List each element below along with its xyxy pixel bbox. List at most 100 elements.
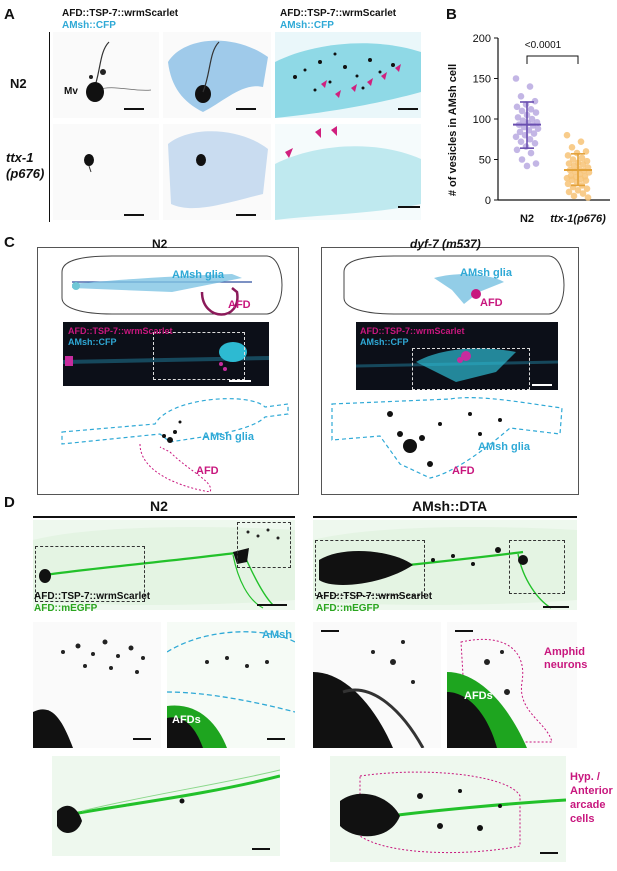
data-point xyxy=(584,194,592,201)
data-point xyxy=(565,160,573,167)
scale-bar xyxy=(398,108,418,110)
d-afds-label-right: AFDs xyxy=(464,690,493,702)
data-point xyxy=(563,174,571,182)
data-point xyxy=(574,186,582,194)
panel-a-row-n2-label: N2 xyxy=(10,76,27,91)
dta-overview-drawing xyxy=(313,527,577,609)
n2-overview-image xyxy=(33,520,295,610)
n2-tip-merge xyxy=(167,622,295,748)
scale-bar xyxy=(540,852,558,854)
data-point xyxy=(528,115,536,123)
scale-bar xyxy=(267,738,285,740)
panel-d-right-title: AMsh::DTA xyxy=(412,498,488,514)
data-point xyxy=(526,83,534,90)
data-point xyxy=(568,176,576,184)
panel-a-col3-subtitle: AMsh::CFP xyxy=(280,20,334,31)
mv-label: Mv xyxy=(64,86,78,97)
dta-tip-zoom xyxy=(313,622,441,748)
panel-letter-b: B xyxy=(446,6,457,23)
panel-a-col1-title: AFD::TSP-7::wrmScarlet xyxy=(62,8,179,19)
data-point xyxy=(516,128,524,136)
significance-label: <0.0001 xyxy=(525,40,562,51)
data-point xyxy=(518,107,526,115)
panel-d-left-rule xyxy=(33,516,295,518)
data-point xyxy=(570,162,578,170)
scale-bar xyxy=(236,108,256,110)
ttx-merge-drawing xyxy=(168,131,268,209)
dyf7-traced-outline xyxy=(331,397,563,479)
scale-bar xyxy=(398,206,420,208)
scale-bar xyxy=(321,630,339,632)
significance-bracket xyxy=(526,55,579,64)
panel-letter-a: A xyxy=(4,6,15,23)
zoom-box-soma xyxy=(315,540,425,596)
data-point xyxy=(582,177,590,184)
inset-zoom-box xyxy=(412,348,530,390)
scale-bar xyxy=(532,384,552,386)
data-point xyxy=(579,161,587,168)
c-left-outline-afd: AFD xyxy=(196,465,219,477)
data-point xyxy=(527,149,535,157)
data-point xyxy=(531,97,539,105)
dyf7-worm-schematic xyxy=(343,255,565,315)
scale-bar xyxy=(133,738,151,740)
n2-scarlet-drawing xyxy=(86,41,152,102)
ttx-zoom-drawing xyxy=(275,126,421,220)
y-tick-label: 100 xyxy=(473,114,491,126)
ttx-merge-image xyxy=(163,124,271,220)
data-point xyxy=(530,130,538,137)
n2-tip-zoom xyxy=(33,622,161,748)
panel-d-left-title: N2 xyxy=(150,498,168,514)
y-tick-label: 200 xyxy=(473,33,491,45)
zoom-box-soma xyxy=(35,546,145,602)
data-point xyxy=(563,131,571,139)
panel-letter-c: C xyxy=(4,234,15,251)
d-hyp-label: Hyp. / Anterior arcade cells xyxy=(570,771,613,825)
dta-tip-merge xyxy=(447,622,577,748)
d-afds-label-left: AFDs xyxy=(172,714,201,726)
n2-soma-zoom-drawing xyxy=(57,769,280,833)
dyf7-inset-micrograph xyxy=(356,322,558,390)
y-axis-label: # of vesicles in AMsh cell xyxy=(447,64,459,196)
d-amsh-label: AMsh xyxy=(262,629,292,641)
scale-bar xyxy=(124,214,144,216)
data-point xyxy=(514,114,522,121)
data-point xyxy=(517,138,525,145)
data-point xyxy=(564,180,572,188)
data-point xyxy=(513,103,521,111)
data-point xyxy=(532,109,540,116)
x-tick-ttx: ttx-1(p676) xyxy=(550,213,606,225)
c-left-amsh-label: AMsh glia xyxy=(172,269,224,281)
n2-inset-micrograph xyxy=(63,322,269,386)
d-right-legend-2: AFD::mEGFP xyxy=(316,603,380,614)
vesicle-count-chart: # of vesicles in AMsh cell 050100150200 … xyxy=(447,33,610,225)
n2-tip-merge-drawing xyxy=(167,631,295,748)
d-right-legend-1: AFD::TSP-7::wrmScarlet xyxy=(316,591,433,602)
panel-letter-d: D xyxy=(4,494,15,511)
c-left-inset-label-1: AFD::TSP-7::wrmScarlet xyxy=(68,326,173,336)
n2-worm-schematic xyxy=(61,255,283,316)
scale-bar xyxy=(236,214,256,216)
scale-bar xyxy=(455,630,473,632)
y-tick-label: 0 xyxy=(485,195,491,207)
panel-a-row-ttx-label: ttx-1 (p676) xyxy=(6,150,45,181)
data-point xyxy=(526,135,534,143)
c-left-afd-label: AFD xyxy=(228,299,251,311)
dyf7-inset-drawing xyxy=(356,348,558,382)
panel-c-left-title: N2 xyxy=(152,237,168,251)
d-left-legend-1: AFD::TSP-7::wrmScarlet xyxy=(34,591,151,602)
panel-a-col1-subtitle: AMsh::CFP xyxy=(62,20,116,31)
d-amphid-label: Amphid neurons xyxy=(544,646,588,671)
c-right-inset-label-1: AFD::TSP-7::wrmScarlet xyxy=(360,326,465,336)
data-point xyxy=(518,156,526,163)
n2-traced-outline xyxy=(61,398,289,492)
data-point xyxy=(512,133,520,141)
n2-tip-zoom-drawing xyxy=(33,639,145,748)
data-point xyxy=(534,125,542,133)
n2-inset-drawing xyxy=(63,342,269,371)
data-point xyxy=(523,162,531,170)
scale-bar xyxy=(257,604,287,606)
n2-merge-image xyxy=(163,32,271,118)
ttx-scarlet-image xyxy=(53,124,159,220)
c-right-outline-amsh: AMsh glia xyxy=(478,441,530,453)
